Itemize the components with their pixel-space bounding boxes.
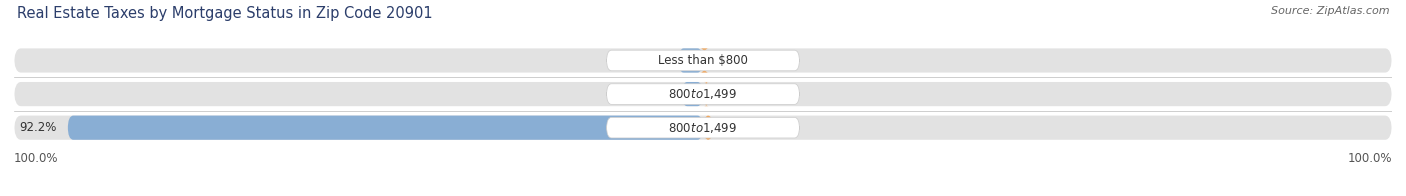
Text: 92.2%: 92.2% bbox=[20, 121, 56, 134]
FancyBboxPatch shape bbox=[678, 48, 703, 73]
FancyBboxPatch shape bbox=[14, 82, 1392, 106]
FancyBboxPatch shape bbox=[682, 82, 703, 106]
FancyBboxPatch shape bbox=[606, 117, 800, 138]
Text: 3.1%: 3.1% bbox=[641, 88, 671, 101]
Text: Less than $800: Less than $800 bbox=[658, 54, 748, 67]
FancyBboxPatch shape bbox=[703, 116, 713, 140]
Text: 1.5%: 1.5% bbox=[724, 121, 754, 134]
Text: $800 to $1,499: $800 to $1,499 bbox=[668, 121, 738, 135]
FancyBboxPatch shape bbox=[700, 48, 709, 73]
FancyBboxPatch shape bbox=[606, 50, 800, 71]
Text: 100.0%: 100.0% bbox=[14, 152, 59, 165]
Text: 0.97%: 0.97% bbox=[721, 88, 758, 101]
FancyBboxPatch shape bbox=[606, 84, 800, 104]
Text: $800 to $1,499: $800 to $1,499 bbox=[668, 87, 738, 101]
Text: Real Estate Taxes by Mortgage Status in Zip Code 20901: Real Estate Taxes by Mortgage Status in … bbox=[17, 6, 433, 21]
Text: Source: ZipAtlas.com: Source: ZipAtlas.com bbox=[1271, 6, 1389, 16]
FancyBboxPatch shape bbox=[14, 48, 1392, 73]
FancyBboxPatch shape bbox=[67, 116, 703, 140]
FancyBboxPatch shape bbox=[14, 116, 1392, 140]
Text: 100.0%: 100.0% bbox=[1347, 152, 1392, 165]
FancyBboxPatch shape bbox=[703, 82, 710, 106]
Text: 3.6%: 3.6% bbox=[637, 54, 668, 67]
Text: 0.41%: 0.41% bbox=[717, 54, 754, 67]
